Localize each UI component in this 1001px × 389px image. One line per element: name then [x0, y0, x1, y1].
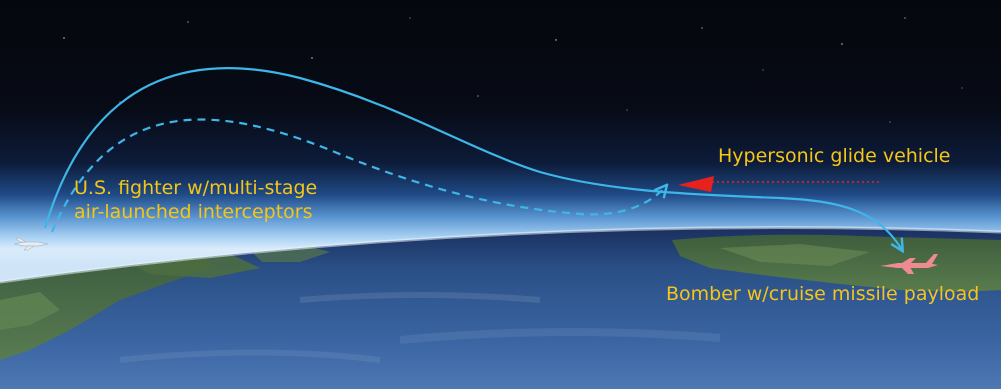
- earth-surface: [0, 226, 1001, 389]
- fighter-label-line2: air-launched interceptors: [74, 201, 313, 223]
- glide-vehicle-icon: [678, 176, 714, 192]
- interceptor-trajectory-solid: [43, 67, 902, 250]
- fighter-jet-icon: [13, 237, 49, 251]
- interceptor-trajectory-dashed: [50, 118, 666, 233]
- bomber-aircraft-icon: [880, 254, 938, 274]
- glide-vehicle-label: Hypersonic glide vehicle: [718, 145, 951, 167]
- left-landmass: [0, 254, 215, 360]
- fighter-label-line1: U.S. fighter w/multi-stage: [74, 177, 317, 199]
- bomber-label: Bomber w/cruise missile payload: [666, 283, 979, 305]
